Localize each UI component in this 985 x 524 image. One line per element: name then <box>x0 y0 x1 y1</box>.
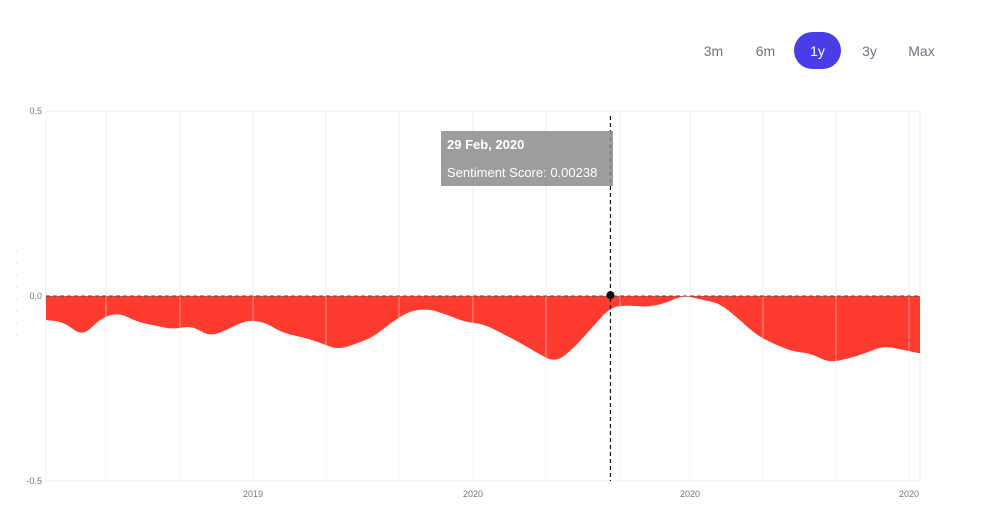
range-selector: 3m 6m 1y 3y Max <box>685 32 945 69</box>
hover-tooltip: 29 Feb, 2020 Sentiment Score: 0.00238 <box>441 131 613 186</box>
range-max-button[interactable]: Max <box>898 32 945 69</box>
y-tick-bottom: -0.5 <box>26 476 42 486</box>
side-dot-decoration <box>16 245 18 345</box>
range-1y-button[interactable]: 1y <box>794 32 841 69</box>
tooltip-value: Sentiment Score: 0.00238 <box>447 165 598 180</box>
sentiment-area <box>46 296 920 362</box>
y-tick-zero: 0.0 <box>29 291 42 301</box>
x-tick-1: 2019 <box>243 489 263 499</box>
range-6m-button[interactable]: 6m <box>742 32 789 69</box>
range-3m-button[interactable]: 3m <box>690 32 737 69</box>
x-tick-2: 2020 <box>463 489 483 499</box>
tooltip-date: 29 Feb, 2020 <box>447 137 525 152</box>
range-3y-button[interactable]: 3y <box>846 32 893 69</box>
y-tick-top: 0.5 <box>29 106 42 116</box>
x-tick-4: 2020 <box>899 489 919 499</box>
hover-point <box>606 291 615 300</box>
x-tick-3: 2020 <box>680 489 700 499</box>
